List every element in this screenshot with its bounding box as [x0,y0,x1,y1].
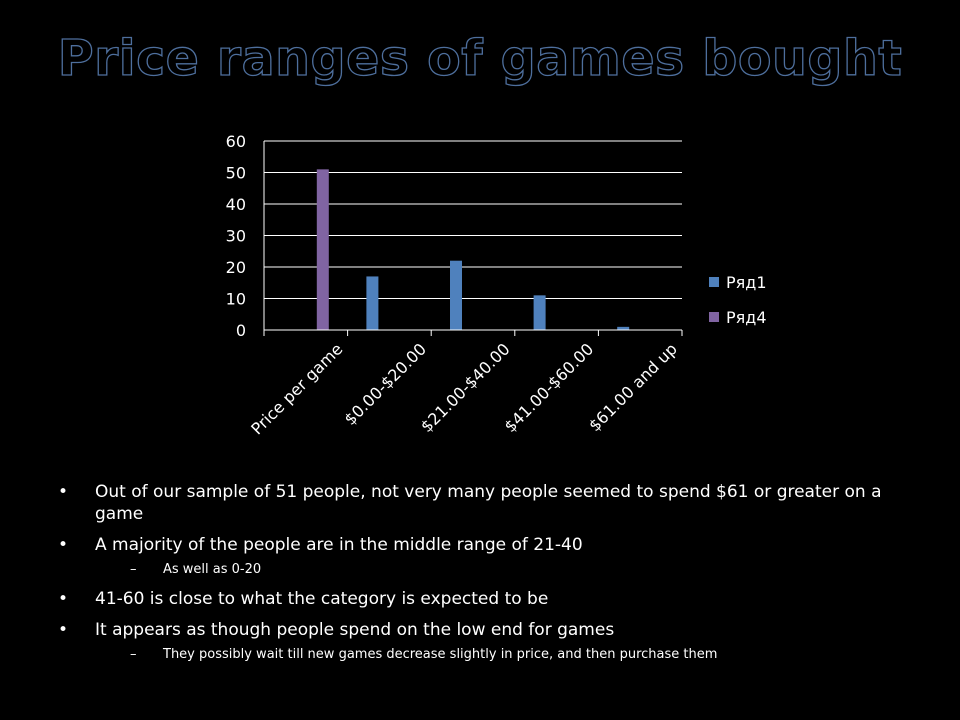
y-tick-label: 20 [226,258,246,277]
x-tick-label: $21.00-$40.00 [417,339,514,436]
legend-label: Ряд4 [726,308,767,327]
sub-bullet-item: As well as 0-20 [58,561,928,579]
x-tick-label: $41.00-$60.00 [501,339,598,436]
y-tick-label: 30 [226,227,246,246]
x-tick-label: Price per game [247,339,346,438]
x-axis [263,141,683,336]
x-axis-labels: Price per game$0.00-$20.00$21.00-$40.00$… [247,339,681,438]
bar-ryad4 [316,169,329,330]
y-axis-ticks: 0 10 20 30 40 50 60 [226,132,246,340]
y-tick-label: 40 [226,195,246,214]
bullet-item: It appears as though people spend on the… [58,619,928,641]
slide-title: Price ranges of games bought [57,29,903,87]
legend-swatch [709,277,719,287]
bar-ryad1 [450,260,462,330]
x-tick-label: $0.00-$20.00 [341,339,430,428]
bar-ryad1 [366,276,379,330]
legend-label: Ряд1 [726,273,767,292]
bars [316,169,630,330]
legend: Ряд1 Ряд4 [709,273,767,327]
bullet-item: Out of our sample of 51 people, not very… [58,481,928,525]
bullet-list: Out of our sample of 51 people, not very… [58,481,928,673]
sub-bullet-item: They possibly wait till new games decrea… [58,646,928,664]
bar-chart: 0 10 20 30 40 50 60 Price per game$0.00-$20.00… [226,132,767,439]
y-tick-label: 0 [236,321,246,340]
bar-ryad1 [617,326,630,330]
legend-swatch [709,312,719,322]
y-tick-label: 60 [226,132,246,151]
bullet-item: A majority of the people are in the midd… [58,534,928,556]
bullet-item: 41-60 is close to what the category is e… [58,588,928,610]
bar-ryad1 [533,295,546,330]
y-tick-label: 10 [226,290,246,309]
x-tick-label: $61.00 and up [585,339,681,435]
y-tick-label: 50 [226,164,246,183]
